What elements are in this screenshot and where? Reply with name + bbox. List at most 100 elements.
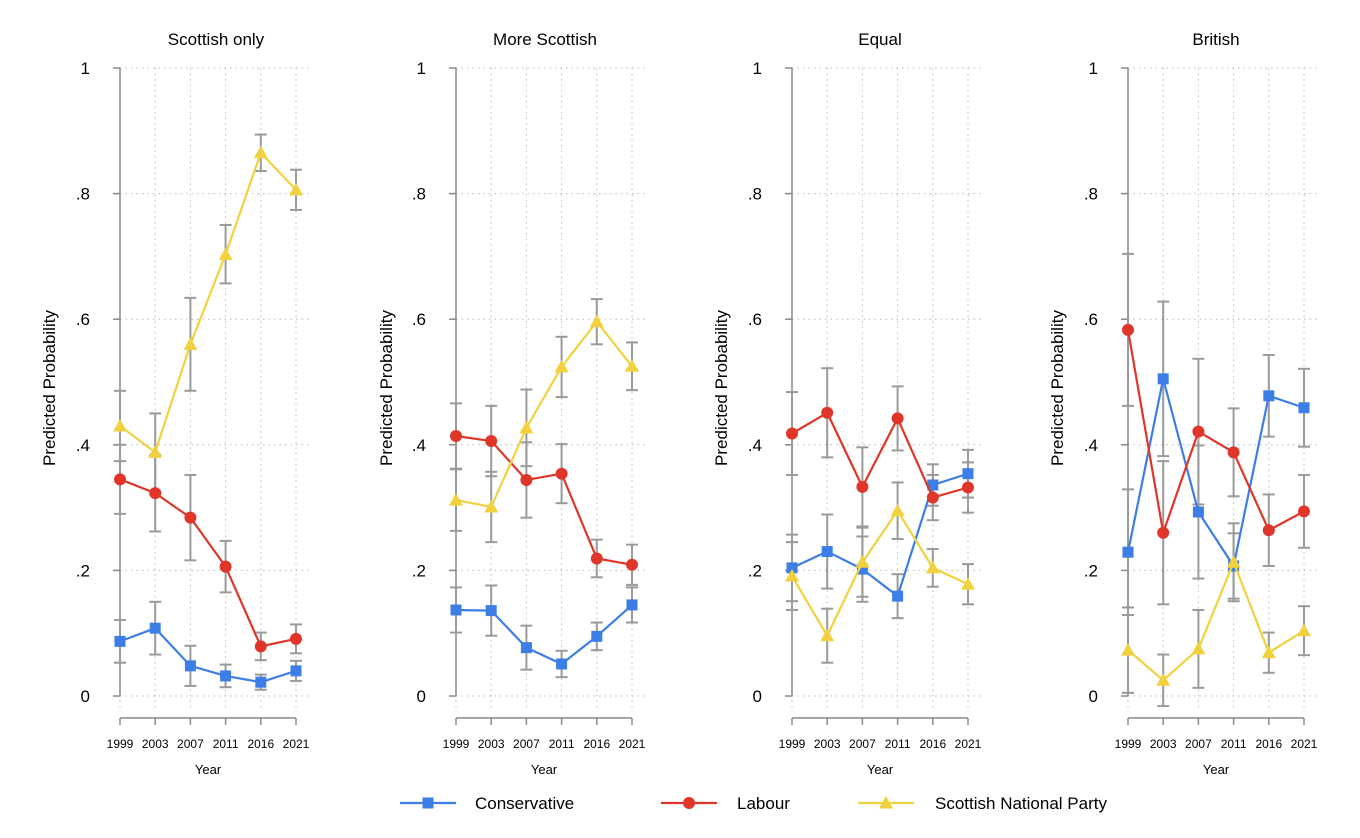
panel-1: Scottish only 0 .2 .4 .6 .8 1 Predicted Probabi… bbox=[40, 30, 310, 777]
error-bars bbox=[114, 133, 302, 691]
legend-marker bbox=[422, 797, 434, 809]
data-point bbox=[148, 445, 163, 458]
series-line bbox=[1127, 561, 1305, 682]
error-bars bbox=[1122, 252, 1310, 708]
y-tick-label: 0 bbox=[1089, 687, 1098, 706]
panel-4: British 0 .2 .4 .6 .8 1 Predicted Probability 19… bbox=[1048, 30, 1318, 777]
x-tick-label: 2011 bbox=[549, 737, 575, 751]
data-point bbox=[786, 427, 798, 440]
data-point bbox=[184, 511, 197, 524]
gridlines bbox=[455, 67, 646, 708]
series-line bbox=[455, 604, 633, 666]
y-tick-label: 0 bbox=[81, 687, 90, 706]
data-point bbox=[1227, 446, 1240, 459]
data-point bbox=[925, 560, 940, 574]
legend-label: Scottish National Party bbox=[935, 794, 1107, 813]
data-point bbox=[520, 642, 532, 654]
y-tick-label: .4 bbox=[1084, 436, 1098, 455]
x-tick-label: 1999 bbox=[1115, 737, 1142, 751]
series-line bbox=[1126, 329, 1305, 534]
data-point bbox=[1157, 373, 1169, 385]
chart-panels: Scottish only 0 .2 .4 .6 .8 1 Predicted Probabi… bbox=[40, 30, 1318, 777]
data-point bbox=[1121, 643, 1135, 656]
x-tick-label: 2011 bbox=[1221, 737, 1247, 751]
y-tick-label: .4 bbox=[76, 436, 90, 455]
y-tick-label: .2 bbox=[748, 561, 762, 580]
data-point bbox=[1297, 623, 1311, 637]
x-tick-label: 2021 bbox=[1291, 737, 1318, 751]
x-tick-label: 2021 bbox=[619, 737, 646, 751]
series-line bbox=[119, 478, 297, 648]
panel-title: British bbox=[1192, 30, 1239, 49]
x-tick-label: 2016 bbox=[247, 737, 274, 751]
data-point bbox=[1157, 526, 1170, 539]
x-tick-label: 2007 bbox=[513, 737, 540, 751]
data-point bbox=[254, 640, 267, 653]
data-point bbox=[484, 499, 499, 513]
data-point bbox=[114, 635, 126, 647]
series-conservative bbox=[786, 468, 974, 602]
data-point bbox=[255, 676, 267, 688]
series-conservative bbox=[1122, 373, 1310, 572]
x-tick-label: 2003 bbox=[478, 737, 505, 751]
y-tick-label: 1 bbox=[753, 59, 762, 78]
data-point bbox=[891, 412, 904, 425]
x-tick-label: 2003 bbox=[142, 737, 169, 751]
data-point bbox=[1192, 506, 1204, 518]
x-tick-label: 2016 bbox=[919, 737, 946, 751]
x-tick-label: 2003 bbox=[1150, 737, 1177, 751]
data-point bbox=[519, 420, 534, 434]
data-point bbox=[890, 503, 905, 517]
series-scottish-national-party bbox=[113, 145, 303, 458]
data-point bbox=[555, 467, 568, 480]
x-tick-label: 2003 bbox=[814, 737, 841, 751]
error-bars bbox=[786, 367, 974, 664]
data-point bbox=[183, 337, 198, 350]
data-point bbox=[1298, 505, 1310, 518]
data-point bbox=[485, 605, 497, 617]
data-point bbox=[450, 604, 462, 616]
x-tick-label: 2021 bbox=[955, 737, 982, 751]
series-labour bbox=[450, 430, 638, 571]
y-axis-label: Predicted Probability bbox=[40, 310, 59, 466]
x-axis-label: Year bbox=[531, 762, 558, 777]
y-tick-label: .8 bbox=[76, 185, 90, 204]
gridlines bbox=[1127, 67, 1318, 708]
gridlines bbox=[119, 67, 310, 708]
data-point bbox=[926, 491, 939, 504]
x-tick-label: 2011 bbox=[885, 737, 911, 751]
data-point bbox=[589, 314, 604, 328]
data-point bbox=[290, 632, 302, 645]
gridlines bbox=[791, 67, 982, 708]
data-point bbox=[1192, 425, 1205, 438]
legend-item-scottish-national-party: Scottish National Party bbox=[858, 794, 1107, 813]
series-labour bbox=[786, 406, 974, 504]
x-tick-label: 2016 bbox=[1255, 737, 1282, 751]
legend-item-labour: Labour bbox=[661, 794, 790, 813]
data-point bbox=[290, 665, 302, 677]
data-point bbox=[820, 628, 835, 642]
data-point bbox=[184, 660, 196, 672]
data-point bbox=[1261, 645, 1276, 659]
y-tick-label: .8 bbox=[412, 185, 426, 204]
data-point bbox=[149, 622, 161, 634]
data-point bbox=[556, 658, 568, 670]
y-tick-label: .8 bbox=[1084, 185, 1098, 204]
legend: Conservative Labour Scottish National Part… bbox=[400, 794, 1107, 813]
data-point bbox=[218, 247, 233, 261]
y-tick-label: 1 bbox=[417, 59, 426, 78]
data-point bbox=[1122, 546, 1134, 558]
x-axis-label: Year bbox=[195, 762, 222, 777]
y-tick-label: .4 bbox=[412, 436, 426, 455]
x-tick-label: 1999 bbox=[107, 737, 134, 751]
x-tick-label: 1999 bbox=[779, 737, 806, 751]
data-point bbox=[962, 468, 974, 480]
data-point bbox=[520, 473, 533, 486]
data-point bbox=[927, 479, 939, 491]
data-point bbox=[554, 359, 569, 373]
y-tick-label: .6 bbox=[748, 310, 762, 329]
x-tick-label: 2011 bbox=[213, 737, 239, 751]
legend-marker bbox=[683, 797, 695, 809]
data-point bbox=[1191, 641, 1206, 655]
